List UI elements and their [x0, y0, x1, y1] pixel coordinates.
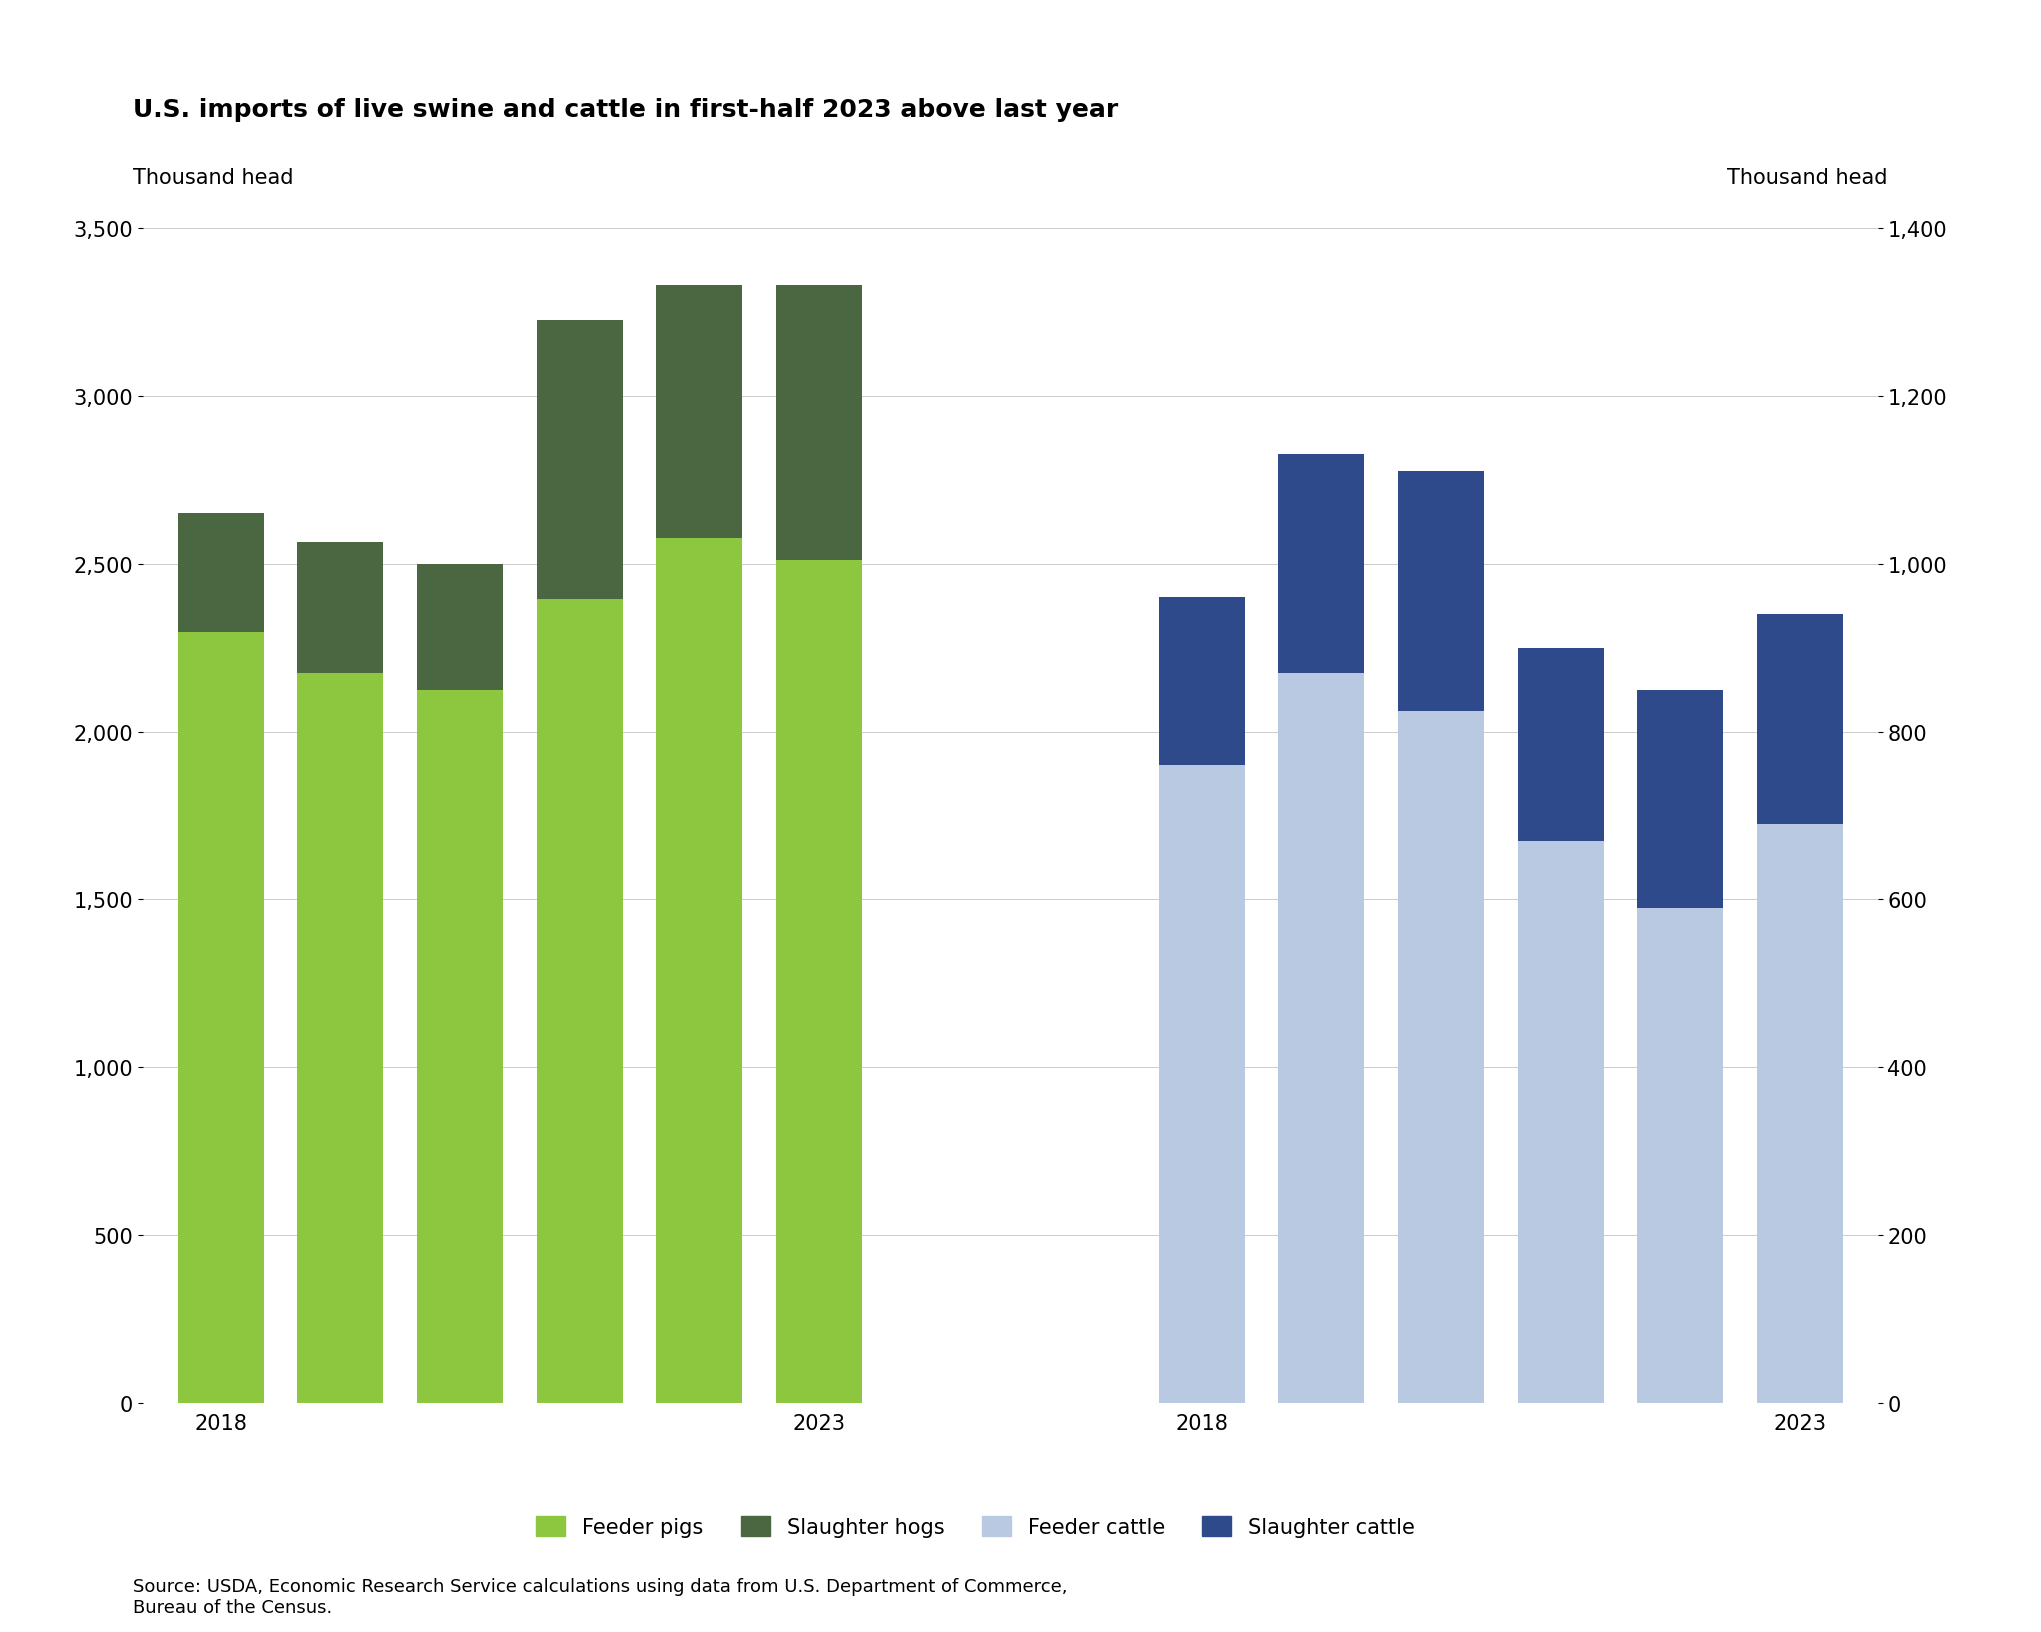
Text: Thousand head: Thousand head	[133, 168, 294, 188]
Bar	[416, 690, 502, 1404]
Bar	[1278, 455, 1365, 674]
Bar	[1757, 824, 1843, 1404]
Bar	[1519, 840, 1604, 1404]
Bar	[178, 514, 263, 633]
Bar	[1398, 472, 1484, 712]
Bar	[655, 539, 743, 1404]
Text: Thousand head: Thousand head	[1727, 168, 1888, 188]
Bar	[178, 633, 263, 1404]
Bar	[776, 286, 861, 561]
Bar	[1398, 712, 1484, 1404]
Bar	[1159, 597, 1245, 765]
Bar	[1637, 690, 1723, 909]
Bar	[776, 561, 861, 1404]
Bar	[1159, 765, 1245, 1404]
Text: U.S. imports of live swine and cattle in first-half 2023 above last year: U.S. imports of live swine and cattle in…	[133, 98, 1118, 122]
Bar	[537, 322, 623, 599]
Bar	[298, 674, 384, 1404]
Bar	[1519, 648, 1604, 840]
Text: Source: USDA, Economic Research Service calculations using data from U.S. Depart: Source: USDA, Economic Research Service …	[133, 1577, 1067, 1616]
Bar	[1757, 615, 1843, 824]
Bar	[1637, 909, 1723, 1404]
Bar	[537, 599, 623, 1404]
Bar	[1278, 674, 1365, 1404]
Legend: Feeder pigs, Slaughter hogs, Feeder cattle, Slaughter cattle: Feeder pigs, Slaughter hogs, Feeder catt…	[529, 1508, 1423, 1546]
Bar	[416, 565, 502, 690]
Bar	[298, 542, 384, 674]
Bar	[655, 286, 743, 539]
